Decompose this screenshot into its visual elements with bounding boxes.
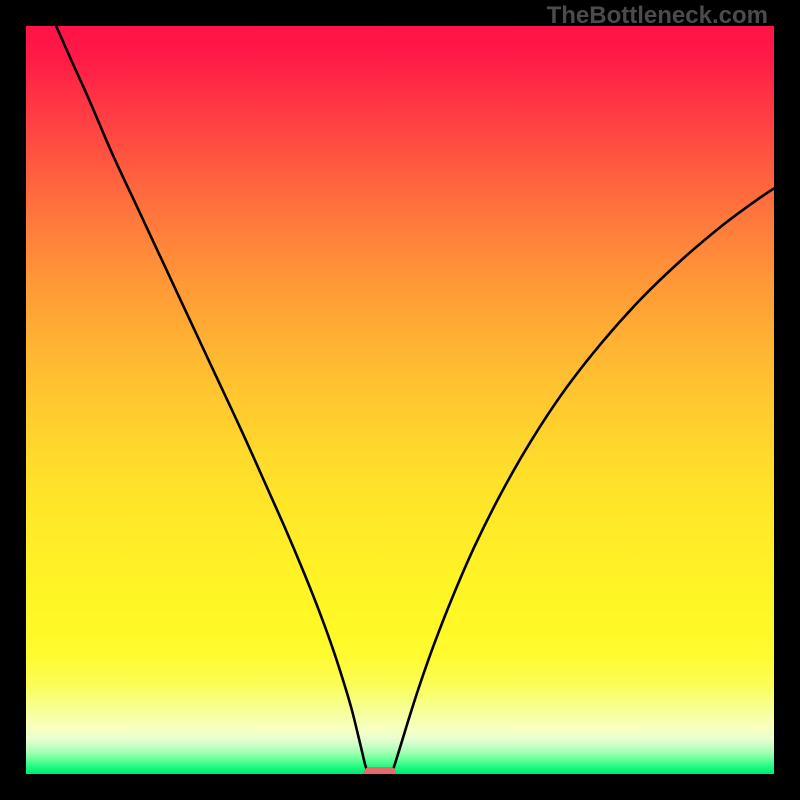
watermark-text: TheBottleneck.com [547,2,768,30]
plot-area [26,26,774,774]
curve-right [391,186,774,773]
curve-left [53,26,369,773]
curves-layer [26,26,774,774]
bottleneck-marker [364,767,396,774]
